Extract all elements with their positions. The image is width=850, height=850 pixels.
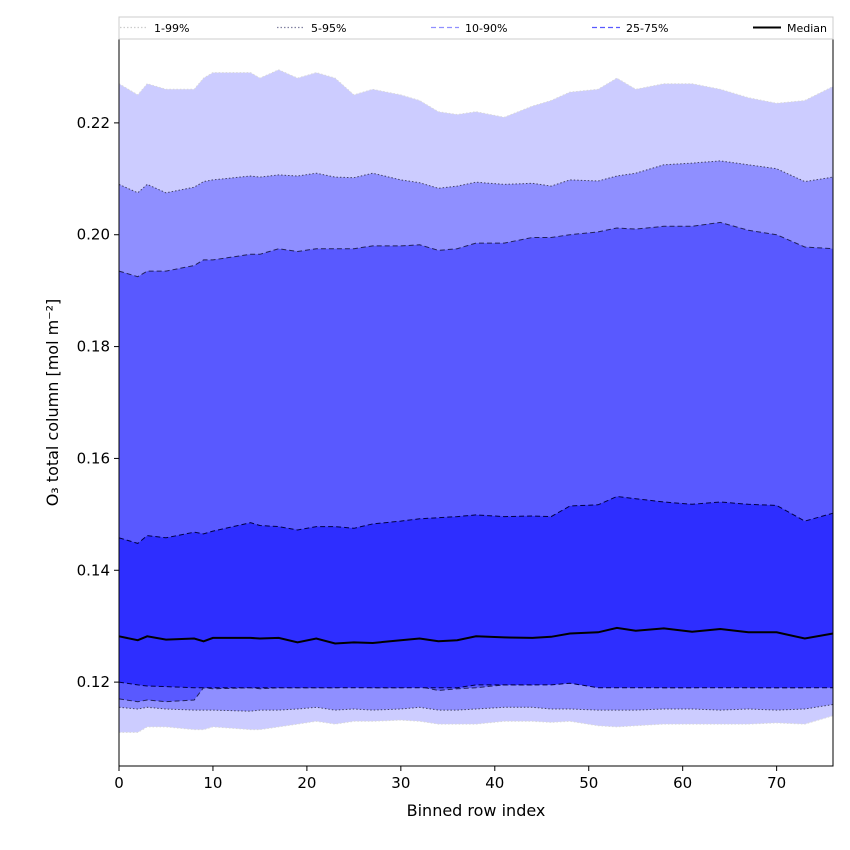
band-25-75-fill (119, 496, 833, 688)
band-5-95-lower-line (118, 704, 834, 712)
x-tick-label: 0 (114, 774, 124, 792)
median-layer (118, 626, 834, 645)
x-tick-label: 60 (673, 774, 692, 792)
percentile-bands (118, 69, 834, 733)
x-tick-label: 20 (297, 774, 316, 792)
band-25-75-lower-line (118, 681, 833, 689)
x-axis-label: Binned row index (407, 801, 546, 820)
legend: 1-99% 5-95% 10-90% 25-75% Median (118, 16, 834, 40)
band-1-99-lower-line (119, 715, 834, 733)
legend-label-25-75: 25-75% (626, 22, 668, 35)
band-25-75-upper-line (118, 495, 834, 544)
y-tick-label: 0.18 (77, 338, 110, 356)
legend-label-Median: Median (787, 22, 827, 35)
x-tick-label: 50 (579, 774, 598, 792)
legend-label-10-90: 10-90% (465, 22, 507, 35)
band-5-95-upper-line (118, 160, 834, 194)
median-line (118, 626, 834, 645)
y-tick-label: 0.22 (77, 114, 110, 132)
band-1-99-upper-line (118, 69, 834, 118)
y-tick-label: 0.16 (77, 449, 110, 467)
y-tick-label: 0.14 (77, 561, 110, 579)
legend-label-5-95: 5-95% (311, 22, 346, 35)
x-tick-label: 30 (391, 774, 410, 792)
y-tick-label: 0.20 (77, 226, 110, 244)
y-axis-ticks: 0.12 0.14 0.16 0.18 0.20 0.22 (77, 114, 119, 691)
x-tick-label: 70 (767, 774, 786, 792)
x-tick-label: 40 (485, 774, 504, 792)
legend-box (118, 16, 834, 40)
x-tick-label: 10 (203, 774, 222, 792)
y-axis-label: O₃ total column [mol m⁻²] (43, 299, 62, 507)
x-axis-ticks: 0 10 20 30 40 50 60 70 (114, 766, 786, 792)
y-tick-label: 0.12 (77, 673, 110, 691)
legend-label-1-99: 1-99% (154, 22, 189, 35)
band-10-90-upper-line (118, 221, 834, 278)
